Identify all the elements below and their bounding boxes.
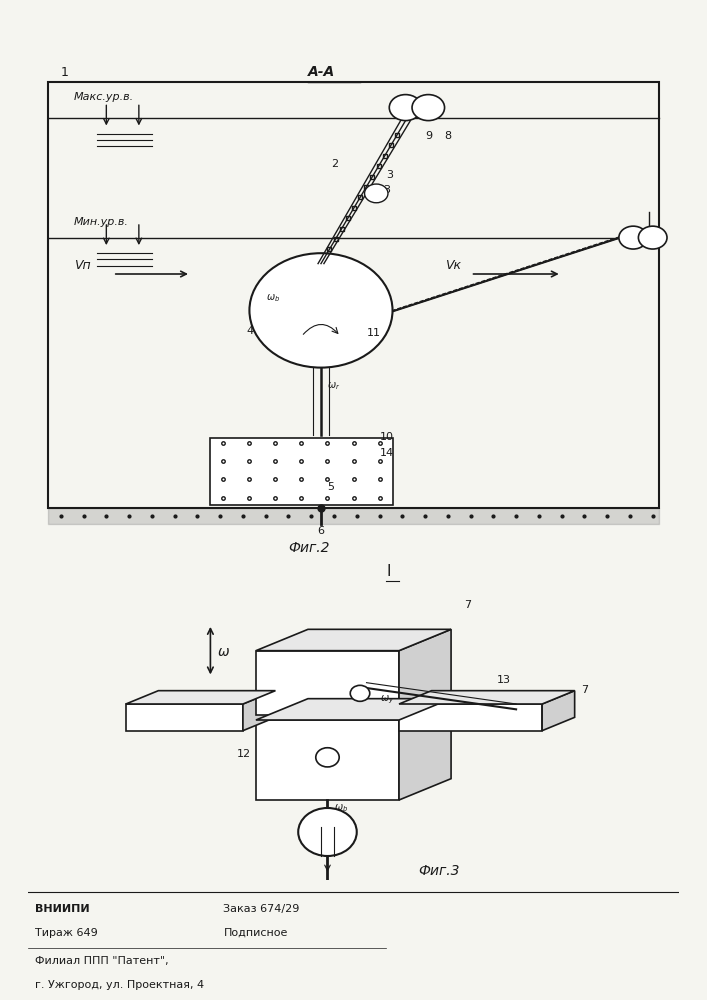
Polygon shape xyxy=(256,720,399,800)
Text: г. Ужгород, ул. Проектная, 4: г. Ужгород, ул. Проектная, 4 xyxy=(35,980,204,990)
Bar xyxy=(48,82,659,508)
Text: 3: 3 xyxy=(386,170,393,180)
Circle shape xyxy=(316,748,339,767)
Text: 10: 10 xyxy=(380,432,394,442)
Text: Мин.ур.в.: Мин.ур.в. xyxy=(74,217,129,227)
Bar xyxy=(211,438,392,505)
Text: Подписное: Подписное xyxy=(223,928,288,938)
Text: 14: 14 xyxy=(380,448,394,458)
Text: $\omega_y$: $\omega_y$ xyxy=(380,694,394,706)
Polygon shape xyxy=(126,704,243,731)
Text: 12: 12 xyxy=(236,749,250,759)
Text: $\omega_b$: $\omega_b$ xyxy=(266,292,280,304)
Circle shape xyxy=(350,685,370,701)
Text: Филиал ППП "Патент",: Филиал ППП "Патент", xyxy=(35,956,168,966)
Circle shape xyxy=(390,95,422,121)
Polygon shape xyxy=(399,699,451,800)
Text: $\omega_r$: $\omega_r$ xyxy=(327,380,341,392)
Text: Фиг.3: Фиг.3 xyxy=(419,864,460,878)
Polygon shape xyxy=(243,691,276,731)
Circle shape xyxy=(250,253,392,368)
Text: Vк: Vк xyxy=(445,259,460,272)
Text: $\omega_b$: $\omega_b$ xyxy=(334,803,348,814)
Text: 3: 3 xyxy=(382,185,390,195)
Text: 13: 13 xyxy=(496,675,510,685)
Text: 2: 2 xyxy=(331,159,338,169)
Text: 7: 7 xyxy=(464,600,471,610)
Text: A-A: A-A xyxy=(308,65,335,79)
Polygon shape xyxy=(399,629,451,715)
Circle shape xyxy=(412,95,445,121)
Text: 5: 5 xyxy=(327,482,334,492)
Text: 1: 1 xyxy=(61,66,69,79)
Polygon shape xyxy=(256,699,451,720)
Polygon shape xyxy=(256,651,399,715)
Text: 11: 11 xyxy=(334,824,346,834)
Circle shape xyxy=(298,808,357,856)
Text: I: I xyxy=(386,564,390,579)
Polygon shape xyxy=(399,704,542,731)
Circle shape xyxy=(619,226,648,249)
Text: 6: 6 xyxy=(317,526,325,536)
Text: $\omega$: $\omega$ xyxy=(217,645,230,659)
Text: 7: 7 xyxy=(581,685,588,695)
Circle shape xyxy=(638,226,667,249)
Text: 11: 11 xyxy=(366,328,380,338)
Text: Фиг.2: Фиг.2 xyxy=(288,541,330,555)
Polygon shape xyxy=(126,691,276,704)
Text: 8: 8 xyxy=(445,131,452,141)
Text: 4: 4 xyxy=(246,326,253,336)
Polygon shape xyxy=(542,691,575,731)
Text: Макс.ур.в.: Макс.ур.в. xyxy=(74,92,134,102)
Circle shape xyxy=(365,184,388,203)
Text: 9: 9 xyxy=(425,131,432,141)
Text: $\omega_r$: $\omega_r$ xyxy=(334,843,347,854)
Text: ВНИИПИ: ВНИИПИ xyxy=(35,904,89,914)
Text: Заказ 674/29: Заказ 674/29 xyxy=(223,904,300,914)
Text: Vп: Vп xyxy=(74,259,90,272)
Text: Тираж 649: Тираж 649 xyxy=(35,928,98,938)
Polygon shape xyxy=(256,629,451,651)
Polygon shape xyxy=(399,691,575,704)
